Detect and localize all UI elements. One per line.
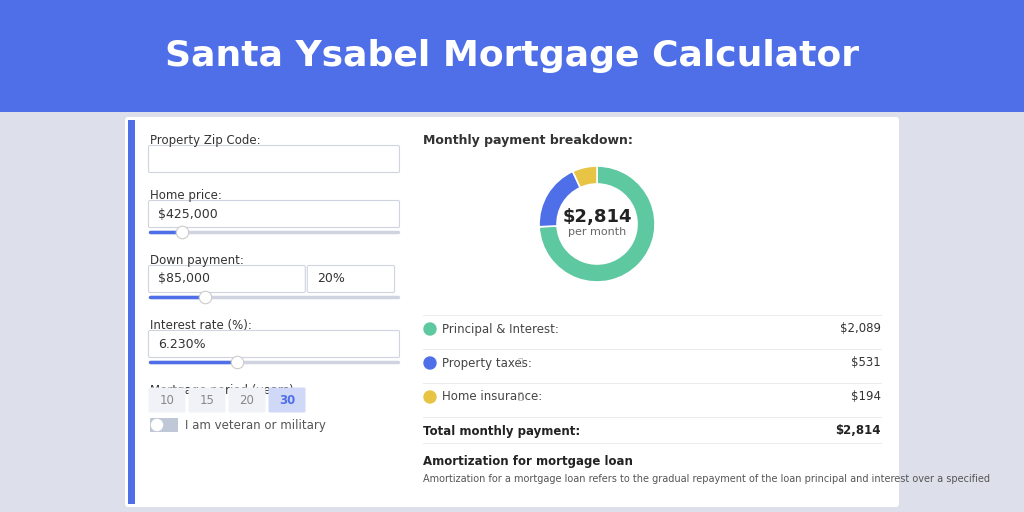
FancyBboxPatch shape xyxy=(148,266,305,292)
Text: $425,000: $425,000 xyxy=(158,207,218,221)
Text: 30: 30 xyxy=(279,394,295,407)
FancyBboxPatch shape xyxy=(148,331,399,357)
FancyBboxPatch shape xyxy=(150,418,178,432)
Text: $2,814: $2,814 xyxy=(836,424,881,437)
Circle shape xyxy=(152,419,163,431)
Text: $85,000: $85,000 xyxy=(158,272,210,286)
Text: I am veteran or military: I am veteran or military xyxy=(185,418,326,432)
Text: 20: 20 xyxy=(240,394,254,407)
Text: Home price:: Home price: xyxy=(150,189,222,202)
Text: Principal & Interest:: Principal & Interest: xyxy=(442,323,559,335)
FancyBboxPatch shape xyxy=(148,145,399,173)
Text: $194: $194 xyxy=(851,391,881,403)
Text: $2,814: $2,814 xyxy=(562,208,632,226)
FancyBboxPatch shape xyxy=(228,388,265,413)
Text: Mortgage period (years):: Mortgage period (years): xyxy=(150,384,298,397)
Text: Total monthly payment:: Total monthly payment: xyxy=(423,424,581,437)
Text: 15: 15 xyxy=(200,394,214,407)
Text: $2,089: $2,089 xyxy=(840,323,881,335)
FancyBboxPatch shape xyxy=(307,266,394,292)
Text: ⓘ: ⓘ xyxy=(517,393,522,401)
Text: 6.230%: 6.230% xyxy=(158,337,206,351)
Text: $531: $531 xyxy=(851,356,881,370)
Text: Amortization for a mortgage loan refers to the gradual repayment of the loan pri: Amortization for a mortgage loan refers … xyxy=(423,474,990,484)
Text: Property Zip Code:: Property Zip Code: xyxy=(150,134,261,147)
Text: per month: per month xyxy=(568,227,626,237)
Text: 20%: 20% xyxy=(316,272,345,286)
Text: Down payment:: Down payment: xyxy=(150,254,244,267)
Wedge shape xyxy=(539,166,655,282)
FancyBboxPatch shape xyxy=(148,388,185,413)
Circle shape xyxy=(424,391,436,403)
Text: Amortization for mortgage loan: Amortization for mortgage loan xyxy=(423,455,633,467)
Circle shape xyxy=(424,357,436,369)
Text: Monthly payment breakdown:: Monthly payment breakdown: xyxy=(423,134,633,147)
Wedge shape xyxy=(572,166,597,188)
Wedge shape xyxy=(539,172,581,227)
FancyBboxPatch shape xyxy=(148,201,399,227)
FancyBboxPatch shape xyxy=(268,388,305,413)
FancyBboxPatch shape xyxy=(128,120,135,504)
FancyBboxPatch shape xyxy=(125,117,899,507)
Text: Santa Ysabel Mortgage Calculator: Santa Ysabel Mortgage Calculator xyxy=(165,39,859,73)
Circle shape xyxy=(424,323,436,335)
Text: Property taxes:: Property taxes: xyxy=(442,356,531,370)
Text: Home insurance:: Home insurance: xyxy=(442,391,543,403)
Text: Interest rate (%):: Interest rate (%): xyxy=(150,319,252,332)
FancyBboxPatch shape xyxy=(0,112,1024,512)
Text: ⓘ: ⓘ xyxy=(517,358,522,368)
FancyBboxPatch shape xyxy=(188,388,225,413)
Text: 10: 10 xyxy=(160,394,174,407)
